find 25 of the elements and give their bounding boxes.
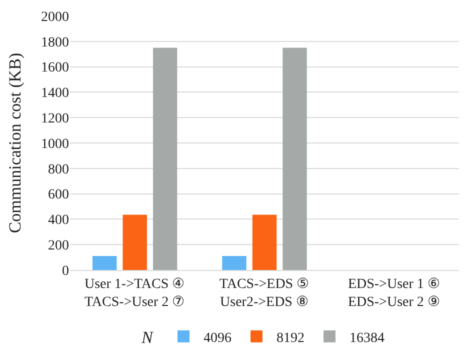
- bar: [222, 256, 246, 270]
- bar: [152, 48, 178, 270]
- y-tick-label: 200: [48, 238, 69, 254]
- y-tick-label: 800: [48, 162, 69, 178]
- y-tick-label: 1600: [41, 60, 69, 76]
- bar: [282, 48, 307, 270]
- y-tick-label: 2000: [41, 10, 69, 25]
- y-axis-title: Communication cost (KB): [6, 52, 25, 234]
- x-tick-label: TACS->EDS ⑤ User2->EDS ⑧: [219, 276, 310, 310]
- y-tick-label: 1800: [41, 35, 69, 50]
- y-tick-label: 1000: [41, 136, 69, 152]
- y-tick-label: 1200: [41, 112, 69, 126]
- y-tick-label: 1400: [41, 86, 69, 102]
- legend-label: 4096: [204, 330, 232, 346]
- bar: [122, 214, 147, 270]
- y-tick-label: 600: [48, 188, 69, 203]
- legend-label: 8192: [276, 330, 304, 346]
- y-tick-label: 400: [48, 213, 69, 228]
- legend-label: 16384: [350, 330, 384, 346]
- x-tick-label: User 1->TACS ④ TACS->User 2 ⑦: [84, 276, 186, 310]
- y-tick-label: 0: [62, 264, 69, 279]
- legend-title: N: [140, 328, 154, 347]
- bar: [252, 214, 277, 270]
- bar: [92, 256, 117, 270]
- x-tick-label: EDS->User 1 ⑥ EDS->User 2 ⑨: [348, 276, 440, 310]
